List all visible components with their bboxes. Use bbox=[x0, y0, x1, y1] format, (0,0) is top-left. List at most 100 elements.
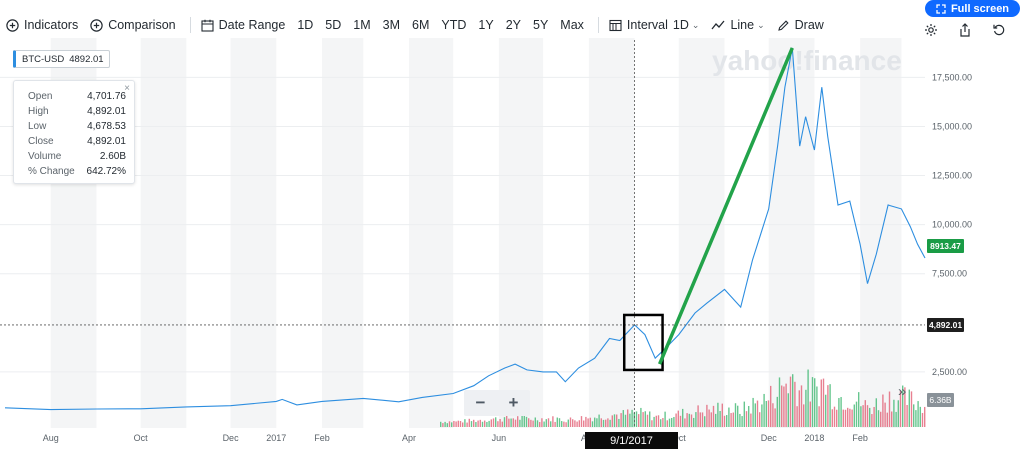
volume-bar bbox=[664, 411, 666, 427]
x-tick-label: 2017 bbox=[266, 433, 286, 443]
ohlc-row-low: Low 4,678.53 bbox=[28, 119, 126, 134]
volume-bar bbox=[693, 417, 695, 427]
range-max[interactable]: Max bbox=[560, 18, 584, 32]
volume-bar bbox=[613, 414, 616, 427]
range-5y[interactable]: 5Y bbox=[533, 18, 549, 32]
volume-bar bbox=[497, 421, 499, 427]
close-icon[interactable]: × bbox=[124, 83, 130, 94]
volume-bar bbox=[451, 422, 453, 427]
date-range-button[interactable]: Date Range bbox=[201, 18, 285, 32]
volume-bar bbox=[893, 399, 895, 427]
volume-bar bbox=[629, 413, 631, 427]
volume-bar bbox=[530, 419, 532, 427]
volume-bar bbox=[605, 419, 607, 427]
range-1y[interactable]: 1Y bbox=[478, 18, 494, 32]
chart-type-dropdown[interactable]: Line ⌄ bbox=[711, 18, 765, 32]
range-2y[interactable]: 2Y bbox=[505, 18, 521, 32]
draw-button[interactable]: Draw bbox=[777, 18, 824, 32]
y-tick-label: 10,000.00 bbox=[932, 220, 972, 230]
comparison-button[interactable]: Comparison bbox=[90, 18, 176, 32]
volume-bar bbox=[734, 403, 737, 427]
volume-bar bbox=[831, 409, 833, 427]
volume-bar bbox=[719, 411, 721, 427]
volume-bar bbox=[475, 422, 477, 427]
volume-bar bbox=[506, 415, 508, 427]
volume-bar bbox=[499, 419, 501, 427]
range-1d[interactable]: 1D bbox=[297, 18, 314, 32]
annotation-trend-line bbox=[658, 47, 794, 365]
range-1m[interactable]: 1M bbox=[353, 18, 371, 32]
annotation-box bbox=[622, 313, 664, 372]
volume-bar bbox=[490, 419, 492, 427]
range-ytd[interactable]: YTD bbox=[441, 18, 467, 32]
volume-bar bbox=[789, 376, 792, 427]
volume-bar bbox=[741, 416, 743, 427]
volume-bar bbox=[697, 405, 699, 427]
volume-bar bbox=[803, 404, 805, 427]
zoom-in-button[interactable]: + bbox=[508, 393, 519, 412]
volume-bar bbox=[818, 406, 820, 427]
month-band bbox=[678, 38, 725, 428]
fast-forward-icon[interactable]: » bbox=[898, 383, 907, 400]
share-icon[interactable] bbox=[957, 22, 973, 38]
volume-bar bbox=[816, 386, 818, 427]
ohlc-value: 4,892.01 bbox=[87, 136, 126, 147]
volume-bar bbox=[796, 406, 798, 427]
volume-bar bbox=[752, 397, 754, 427]
volume-bar bbox=[558, 418, 561, 427]
plus-circle-icon bbox=[90, 18, 103, 32]
interval-label: Interval bbox=[626, 18, 668, 32]
volume-bar bbox=[561, 421, 563, 427]
x-tick-label: Dec bbox=[223, 433, 240, 443]
current-price-tag-bg bbox=[927, 238, 964, 253]
volume-bar bbox=[723, 415, 726, 427]
volume-bar bbox=[770, 385, 772, 427]
volume-bars bbox=[440, 369, 926, 427]
volume-bar bbox=[675, 413, 677, 427]
volume-bar bbox=[884, 402, 886, 427]
volume-bar bbox=[924, 406, 926, 427]
ohlc-row-open: Open 4,701.76 bbox=[28, 89, 126, 104]
range-6m[interactable]: 6M bbox=[412, 18, 430, 32]
full-screen-button[interactable]: Full screen bbox=[925, 0, 1020, 17]
reset-icon[interactable] bbox=[991, 22, 1007, 38]
chart-type-label: Line bbox=[730, 18, 755, 32]
volume-bar bbox=[785, 383, 787, 427]
volume-bar bbox=[807, 369, 809, 427]
volume-bar bbox=[682, 408, 684, 427]
y-tick-label: 7,500.00 bbox=[932, 269, 967, 279]
volume-bar bbox=[583, 420, 585, 427]
volume-bar bbox=[653, 416, 655, 427]
volume-bar bbox=[459, 421, 462, 427]
x-tick-label: Feb bbox=[314, 433, 330, 443]
settings-gear-icon[interactable] bbox=[923, 22, 939, 38]
toolbar-row: Indicators Comparison Date Range 1D 5D 1… bbox=[6, 16, 836, 34]
volume-bar bbox=[655, 415, 657, 427]
symbol-ticker: BTC-USD bbox=[22, 53, 65, 65]
symbol-badge[interactable]: BTC-USD 4892.01 bbox=[13, 50, 110, 68]
volume-bar bbox=[492, 418, 495, 427]
toolbar-divider bbox=[189, 17, 191, 33]
volume-bar bbox=[470, 421, 473, 427]
zoom-out-button[interactable]: − bbox=[475, 393, 486, 412]
x-tick-label: Apr bbox=[402, 433, 416, 443]
zoom-controls: − + bbox=[464, 390, 530, 416]
price-chart[interactable]: yahoo!finance AugOctDec2017FebAprJunAugO… bbox=[0, 38, 1024, 461]
volume-bar bbox=[866, 405, 869, 427]
volume-bar bbox=[660, 419, 662, 427]
volume-bar bbox=[539, 422, 541, 427]
range-5d[interactable]: 5D bbox=[325, 18, 342, 32]
volume-bar bbox=[514, 419, 517, 427]
range-3m[interactable]: 3M bbox=[382, 18, 401, 32]
indicators-button[interactable]: Indicators bbox=[6, 18, 78, 32]
volume-bar bbox=[528, 418, 530, 427]
volume-bar bbox=[897, 400, 899, 427]
volume-bar bbox=[567, 419, 569, 427]
volume-bar bbox=[921, 412, 924, 427]
interval-dropdown[interactable]: Interval 1D ⌄ bbox=[609, 18, 699, 32]
ohlc-value: 4,701.76 bbox=[87, 91, 126, 102]
crosshair-date-label: 9/1/2017 bbox=[585, 432, 678, 449]
volume-bar bbox=[684, 418, 686, 427]
volume-bar bbox=[495, 417, 497, 427]
volume-bar bbox=[479, 419, 481, 427]
